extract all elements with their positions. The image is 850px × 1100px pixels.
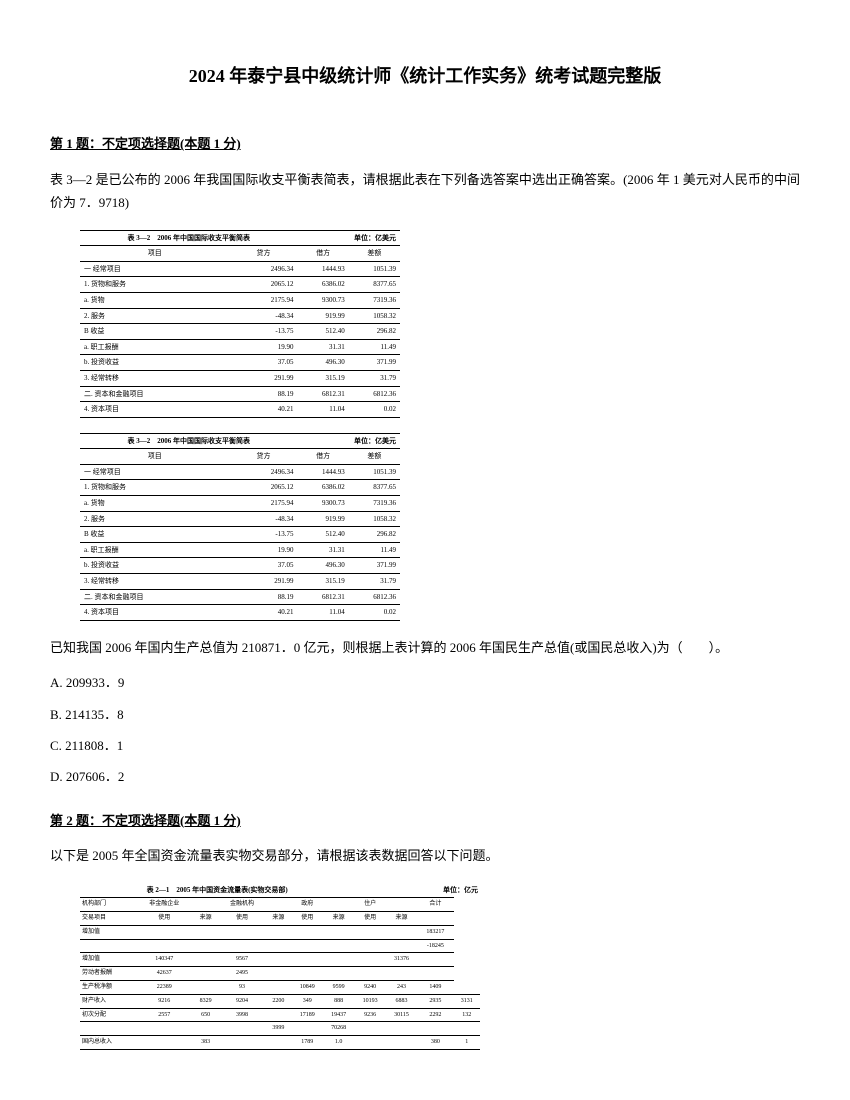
- q1-option-b: B. 214135．8: [50, 703, 800, 726]
- q1-table-2: 表 3—2 2006 年中国国际收支平衡简表单位：亿美元项目贷方借方差额一 经常…: [80, 433, 400, 621]
- q1-table-1: 表 3—2 2006 年中国国际收支平衡简表单位：亿美元项目贷方借方差额一 经常…: [80, 230, 400, 418]
- q1-intro: 表 3—2 是已公布的 2006 年我国国际收支平衡表简表，请根据此表在下列备选…: [50, 168, 800, 215]
- q1-header: 第 1 题：不定项选择题(本题 1 分): [50, 132, 800, 155]
- page-title: 2024 年泰宁县中级统计师《统计工作实务》统考试题完整版: [50, 60, 800, 92]
- q1-option-c: C. 211808．1: [50, 734, 800, 757]
- q2-intro: 以下是 2005 年全国资金流量表实物交易部分，请根据该表数据回答以下问题。: [50, 844, 800, 867]
- q2-header: 第 2 题：不定项选择题(本题 1 分): [50, 809, 800, 832]
- q1-after: 已知我国 2006 年国内生产总值为 210871．0 亿元，则根据上表计算的 …: [50, 636, 800, 659]
- q1-option-a: A. 209933．9: [50, 671, 800, 694]
- q2-table: 表 2—1 2005 年中国资金流量表(实物交易部)单位：亿元机构部门非金融企业…: [80, 883, 480, 1050]
- q1-option-d: D. 207606．2: [50, 765, 800, 788]
